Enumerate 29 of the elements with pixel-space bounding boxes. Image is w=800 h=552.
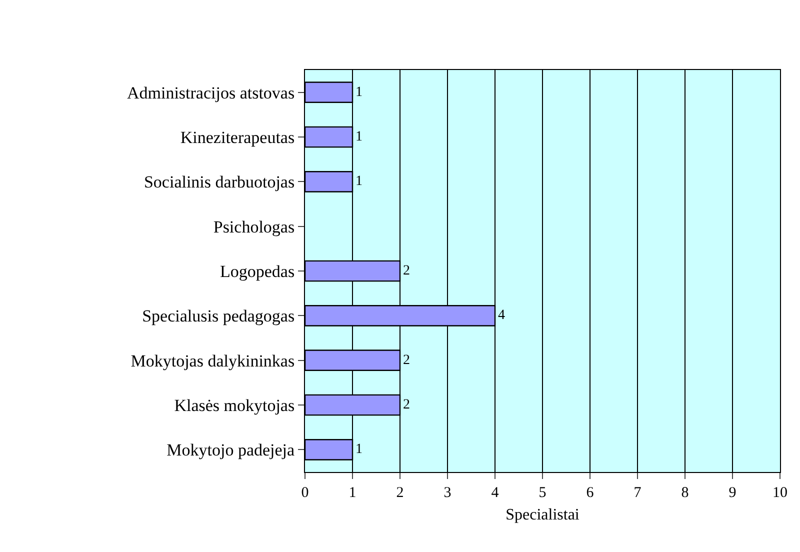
y-tick-label: Mokytojo padejeja bbox=[166, 440, 296, 460]
data-label: 2 bbox=[403, 352, 410, 368]
y-tick-label: Mokytojas dalykininkas bbox=[130, 351, 295, 370]
x-tick-label: 1 bbox=[348, 485, 356, 501]
x-tick-label: 2 bbox=[396, 485, 404, 501]
data-label: 1 bbox=[356, 442, 362, 458]
y-tick-label: Administracijos atstovas bbox=[126, 83, 295, 102]
x-tick-label: 3 bbox=[444, 485, 452, 501]
x-tick-label: 5 bbox=[538, 485, 546, 501]
x-tick-label: 10 bbox=[772, 485, 788, 501]
data-label: 1 bbox=[356, 174, 362, 190]
x-tick-label: 6 bbox=[586, 485, 594, 501]
y-tick-label: Specialusis pedagogas bbox=[142, 306, 295, 326]
y-tick-label: Logopedas bbox=[220, 262, 295, 281]
y-tick-label: Kineziterapeutas bbox=[180, 128, 295, 147]
x-axis-title: Specialistai bbox=[506, 506, 580, 524]
data-label: 1 bbox=[356, 84, 362, 100]
x-tick-label: 9 bbox=[728, 485, 736, 501]
y-tick-label: Psichologas bbox=[213, 217, 295, 236]
x-tick-label: 8 bbox=[681, 485, 689, 501]
data-label: 4 bbox=[498, 308, 505, 324]
y-tick-label: Socialinis darbuotojas bbox=[144, 172, 295, 192]
x-tick-label: 4 bbox=[491, 485, 500, 501]
data-label: 1 bbox=[356, 130, 362, 144]
data-label: 2 bbox=[403, 398, 410, 412]
y-tick-label: Klasės mokytojas bbox=[174, 396, 295, 415]
x-tick-label: 0 bbox=[301, 485, 309, 501]
x-tick-label: 7 bbox=[634, 485, 642, 501]
data-label: 2 bbox=[403, 264, 410, 278]
